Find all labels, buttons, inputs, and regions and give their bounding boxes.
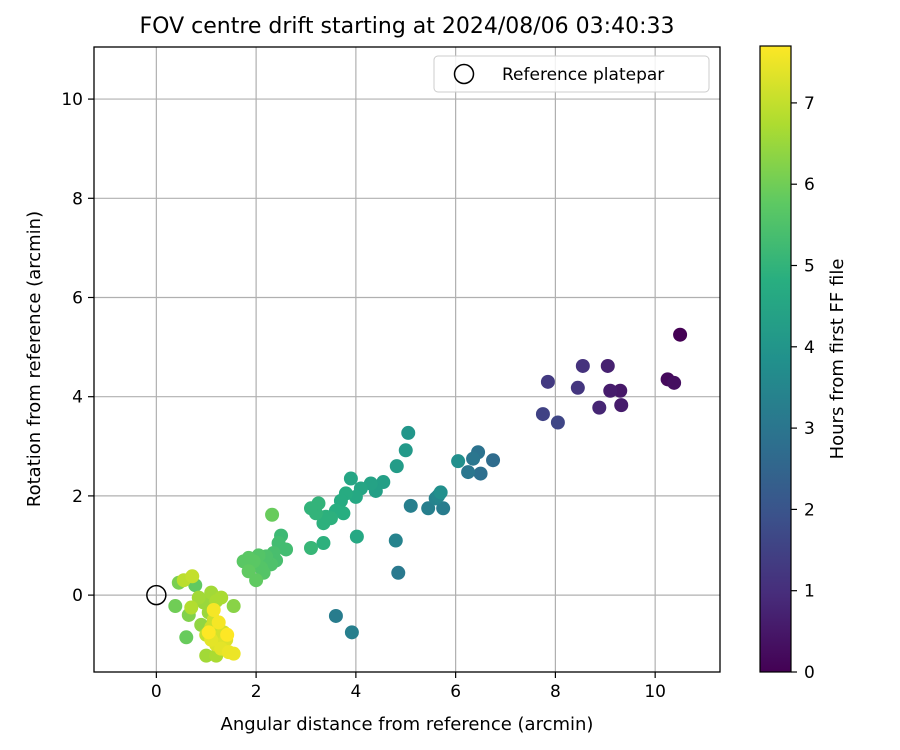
colorbar-gradient: [759, 45, 792, 673]
colorbar-label: Hours from first FF file: [827, 259, 848, 460]
data-point: [592, 400, 607, 415]
data-point: [403, 498, 418, 513]
data-point: [550, 415, 565, 430]
data-point: [168, 599, 183, 614]
chart-title: FOV centre drift starting at 2024/08/06 …: [140, 14, 675, 39]
data-point: [421, 501, 436, 516]
y-axis-label: Rotation from reference (arcmin): [24, 211, 45, 507]
data-point: [316, 536, 331, 551]
x-tick-label: 2: [251, 682, 262, 702]
data-point: [191, 590, 206, 605]
data-point: [343, 471, 358, 486]
data-point: [603, 383, 618, 398]
data-point: [401, 425, 416, 440]
data-point: [328, 608, 343, 623]
data-point: [575, 358, 590, 373]
data-point: [540, 374, 555, 389]
legend-entry: Reference platepar: [502, 65, 664, 85]
data-point: [344, 625, 359, 640]
data-point: [535, 407, 550, 422]
y-axis-ticks: 0 2 4 6 8 10: [61, 90, 94, 606]
data-point: [303, 501, 318, 516]
data-point: [613, 383, 628, 398]
data-point: [199, 648, 214, 663]
data-point: [211, 615, 226, 630]
data-point: [433, 485, 448, 500]
colorbar: 0 1 2 3 4 5 6 7 Hours from first FF file: [759, 45, 848, 683]
data-point: [226, 646, 241, 661]
legend: Reference platepar: [433, 55, 710, 93]
x-tick-label: 8: [550, 682, 561, 702]
x-tick-label: 4: [350, 682, 361, 702]
colorbar-tick-label: 7: [804, 94, 815, 114]
data-point: [249, 573, 264, 588]
reference-marker: [146, 584, 167, 606]
reference-point: [146, 584, 167, 606]
data-point: [461, 465, 476, 480]
data-point: [185, 569, 200, 584]
legend-box: [433, 55, 710, 93]
colorbar-tick-label: 5: [804, 257, 815, 277]
data-point: [614, 398, 629, 413]
data-point: [398, 443, 413, 458]
plot-frame: [93, 46, 721, 673]
data-point: [184, 600, 199, 615]
data-point: [220, 627, 235, 642]
data-point: [265, 507, 280, 522]
x-tick-label: 6: [450, 682, 461, 702]
colorbar-tick-label: 4: [804, 338, 815, 358]
data-point: [451, 454, 466, 469]
data-point: [303, 540, 318, 555]
x-axis-label: Angular distance from reference (arcmin): [221, 714, 594, 735]
data-point: [388, 533, 403, 548]
data-points: [168, 327, 688, 663]
legend-reference-icon: [453, 63, 475, 85]
colorbar-ticks: 0 1 2 3 4 5 6 7: [791, 94, 815, 683]
data-point: [201, 625, 216, 640]
data-point: [667, 375, 682, 390]
x-tick-label: 0: [151, 682, 162, 702]
data-point: [473, 466, 488, 481]
data-point: [206, 602, 221, 617]
x-axis-ticks: 0 2 4 6 8 10: [151, 672, 666, 702]
x-tick-label: 10: [644, 682, 666, 702]
data-point: [214, 590, 229, 605]
colorbar-tick-label: 0: [804, 663, 815, 683]
y-tick-label: 10: [61, 90, 83, 110]
y-tick-label: 6: [72, 288, 83, 308]
colorbar-tick-label: 1: [804, 582, 815, 602]
y-tick-label: 0: [72, 586, 83, 606]
data-point: [179, 630, 194, 645]
data-point: [436, 501, 451, 516]
data-point: [466, 451, 481, 466]
data-point: [226, 599, 241, 614]
colorbar-tick-label: 6: [804, 175, 815, 195]
data-point: [570, 380, 585, 395]
data-point: [673, 327, 688, 342]
data-point: [486, 453, 501, 468]
y-tick-label: 4: [72, 388, 83, 408]
data-point: [349, 529, 364, 544]
data-point: [389, 459, 404, 474]
data-point: [279, 542, 294, 557]
colorbar-tick-label: 2: [804, 500, 815, 520]
data-point: [391, 565, 406, 580]
colorbar-tick-label: 3: [804, 419, 815, 439]
y-tick-label: 2: [72, 487, 83, 507]
y-tick-label: 8: [72, 189, 83, 209]
grid-lines: [94, 47, 720, 672]
data-point: [600, 358, 615, 373]
